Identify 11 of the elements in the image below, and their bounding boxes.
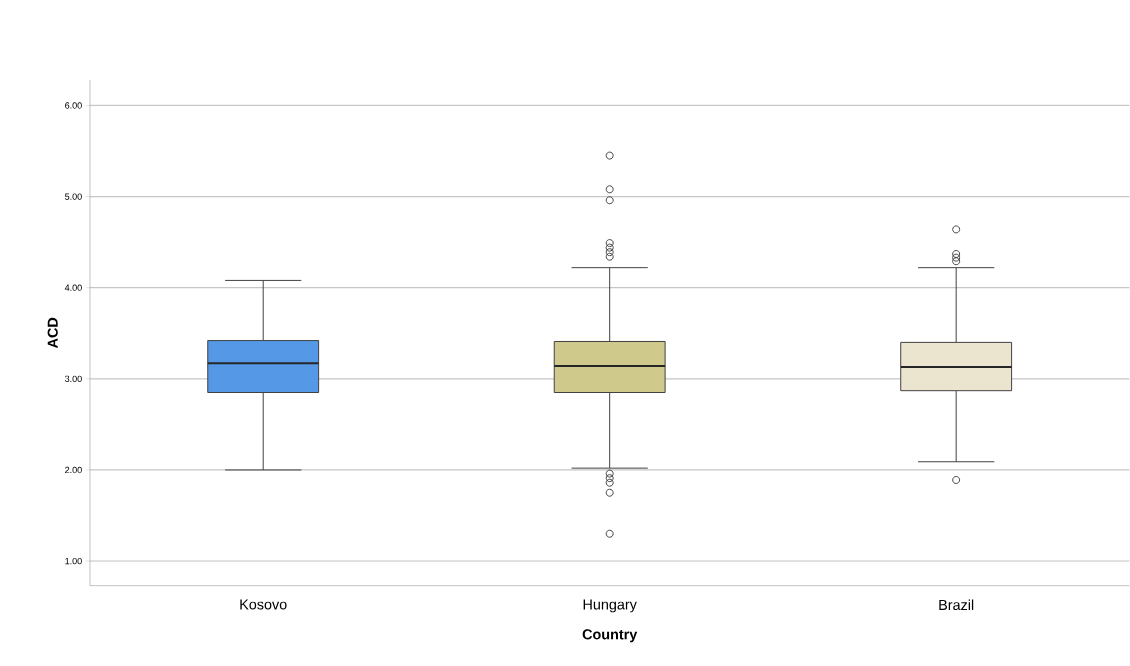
y-axis-title: ACD — [47, 318, 58, 349]
x-tick-label: Kosovo — [240, 599, 287, 610]
y-tick-label: 2.00 — [65, 466, 82, 474]
x-tick-label: Hungary — [583, 599, 637, 613]
y-tick-label: 3.00 — [65, 375, 82, 383]
y-tick-label: 5.00 — [65, 193, 82, 200]
x-axis-title: Country — [582, 629, 638, 643]
y-tick-label: 1.00 — [65, 558, 82, 565]
y-tick-label: 4.00 — [64, 284, 82, 292]
y-tick-label: 6.00 — [65, 102, 82, 109]
x-tick-label: Brazil — [939, 599, 974, 611]
